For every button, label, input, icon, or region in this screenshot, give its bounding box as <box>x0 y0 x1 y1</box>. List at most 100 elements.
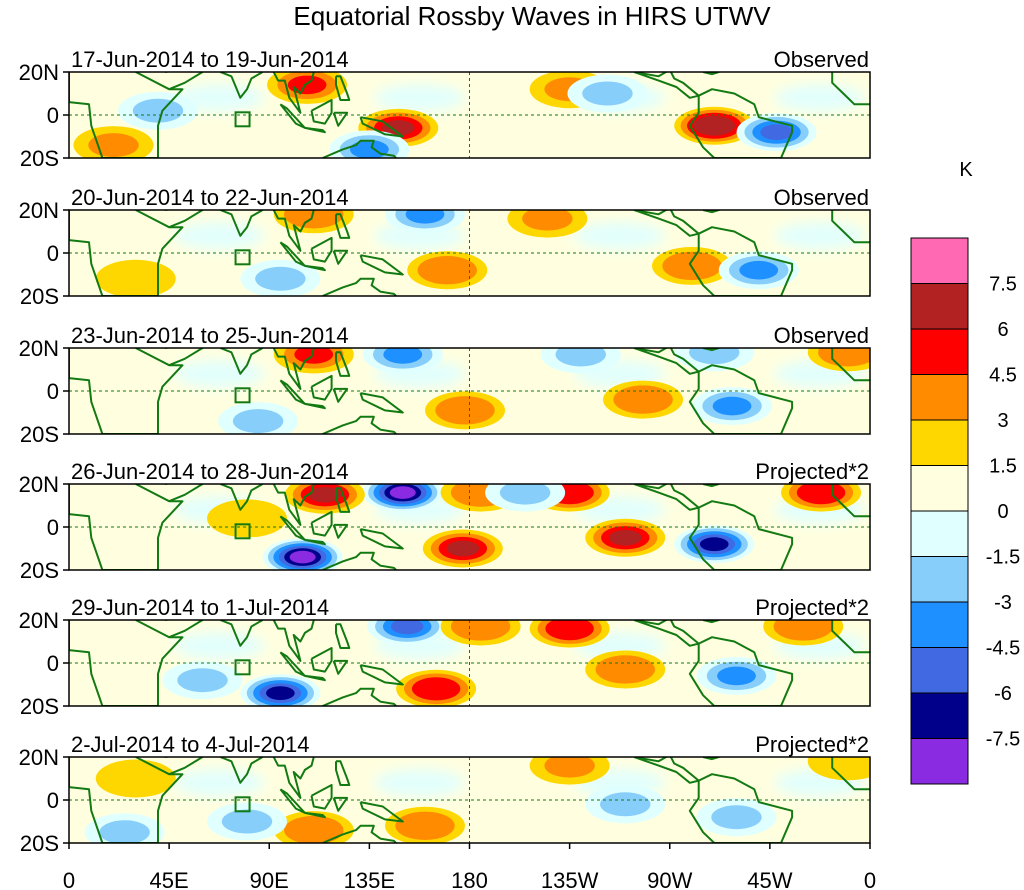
anomaly-center <box>763 620 844 646</box>
coastline <box>304 402 326 410</box>
anomaly-contour <box>553 620 586 637</box>
x-tick-label: 45W <box>747 868 792 890</box>
coastline <box>633 757 700 784</box>
coastline <box>219 757 264 784</box>
x-axis: 0 45E 90E 135E 180 135W 90W 45W 0 <box>63 843 876 890</box>
x-tick-label: 90W <box>647 868 692 890</box>
coastline <box>272 210 315 252</box>
coastline <box>335 487 351 513</box>
background-band <box>474 803 565 832</box>
anomaly-contour <box>389 486 416 499</box>
coastline <box>335 213 351 239</box>
coastline <box>688 226 794 296</box>
chart-title: Equatorial Rossby Waves in HIRS UTWV <box>293 1 771 31</box>
background-band <box>174 768 265 797</box>
x-tick-label: 135E <box>344 868 395 890</box>
coastline <box>335 351 351 377</box>
anomaly-center <box>736 113 817 152</box>
coastline <box>69 484 184 570</box>
panel-kind: Projected*2 <box>755 459 869 484</box>
coastline <box>633 484 700 511</box>
coastline <box>633 72 700 99</box>
anomaly-contour <box>221 506 273 531</box>
y-tick-label: 20N <box>19 608 59 633</box>
background-band <box>774 83 865 112</box>
colorbar-swatch <box>910 419 969 466</box>
anomaly-center <box>218 402 299 434</box>
background-band <box>174 631 265 660</box>
coastline <box>688 773 794 843</box>
coastline <box>831 757 870 791</box>
background-band <box>74 530 165 559</box>
coastline <box>304 264 326 272</box>
anomaly-contour <box>419 681 453 697</box>
coastline <box>164 210 204 229</box>
y-tick-label: 20S <box>20 694 59 719</box>
anomaly-contour <box>445 401 485 420</box>
background-band <box>174 83 265 112</box>
coastline <box>332 387 349 403</box>
anomaly-center <box>585 785 666 824</box>
anomaly-center <box>696 798 777 837</box>
anomaly-contour <box>221 809 273 834</box>
coastline <box>359 116 404 138</box>
anomaly-center <box>422 529 503 568</box>
anomaly-contour <box>132 98 184 123</box>
index-box <box>234 387 251 404</box>
anomaly-center <box>95 259 176 296</box>
colorbar-units: K <box>959 159 973 181</box>
coastline <box>332 796 349 812</box>
anomaly-center <box>407 251 488 290</box>
coastlines <box>69 484 870 570</box>
anomaly-center <box>396 669 477 706</box>
coastline <box>688 364 794 434</box>
colorbar-label: -3 <box>994 592 1012 614</box>
coastline <box>359 528 404 550</box>
anomaly-center <box>207 802 287 841</box>
x-tick-label: 90E <box>250 868 289 890</box>
coastline <box>164 484 204 503</box>
coastline <box>322 277 397 296</box>
coastline <box>688 88 794 158</box>
background-band <box>174 221 265 250</box>
background-band <box>474 666 565 695</box>
anomaly-contour <box>446 540 480 557</box>
anomaly-center <box>807 757 870 781</box>
anomaly-contour <box>461 620 501 636</box>
anomaly-center <box>385 806 465 843</box>
y-tick-label: 0 <box>47 379 59 404</box>
anomaly-contour <box>717 666 756 686</box>
panel-date-range: 20-Jun-2014 to 22-Jun-2014 <box>71 185 349 210</box>
anomaly-center <box>118 91 198 130</box>
coastline <box>272 484 315 526</box>
anomaly-contour <box>605 660 645 679</box>
y-tick-label: 20S <box>20 284 59 309</box>
coastlines <box>69 72 870 158</box>
coastlines <box>69 210 870 296</box>
panel-kind: Projected*2 <box>755 595 869 620</box>
anomaly-center <box>362 484 443 512</box>
anomaly-center <box>425 391 506 430</box>
panels: 20N 0 20S 17-Jun-2014 to 19-Jun-2014 Observe… <box>19 47 871 856</box>
coastline <box>332 111 349 127</box>
anomaly-center <box>674 106 755 145</box>
anomaly-contour <box>232 409 284 434</box>
panel-4: 20N 0 20S 26-Jun-2014 to 28-Jun-2014 Project… <box>19 459 871 583</box>
coastline <box>688 500 794 570</box>
colorbar-swatch <box>910 556 969 603</box>
anomaly-center <box>807 348 870 372</box>
coastline <box>310 99 333 125</box>
background-band <box>74 666 165 695</box>
coastline <box>272 757 315 799</box>
panel-date-range: 2-Jul-2014 to 4-Jul-2014 <box>71 732 309 757</box>
coastline <box>69 210 184 296</box>
anomaly-center <box>529 620 610 648</box>
anomaly-center <box>162 661 243 700</box>
coastline <box>69 620 184 706</box>
panel-date-range: 17-Jun-2014 to 19-Jun-2014 <box>71 47 349 72</box>
coastline <box>164 620 204 639</box>
coastline <box>219 72 264 99</box>
anomaly-center <box>367 620 448 646</box>
anomaly-contour <box>405 816 445 836</box>
